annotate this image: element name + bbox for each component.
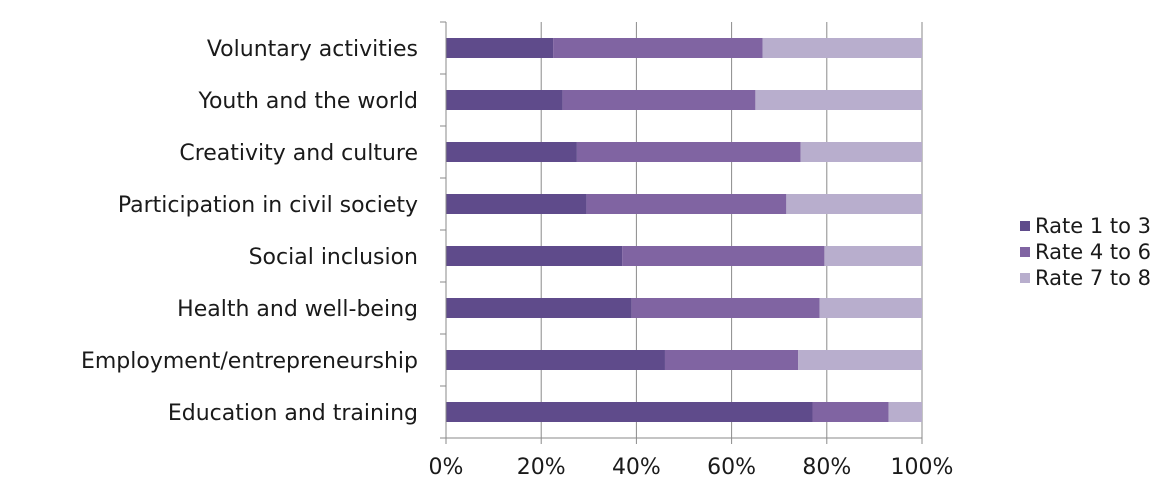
bar-segment <box>446 298 632 318</box>
x-tick-label: 100% <box>891 455 954 480</box>
x-tick-label: 20% <box>517 455 566 480</box>
legend-swatch <box>1020 221 1030 231</box>
category-label: Participation in civil society <box>118 193 418 218</box>
category-label: Education and training <box>168 401 418 426</box>
category-label: Creativity and culture <box>179 141 418 166</box>
bar-segment <box>446 194 587 214</box>
axes <box>440 21 923 444</box>
bar-segment <box>576 142 801 162</box>
x-tick-label: 60% <box>707 455 756 480</box>
bar-segment <box>762 38 922 58</box>
bar-segment <box>824 246 922 266</box>
bar-segment <box>664 350 799 370</box>
bar-segment <box>755 90 922 110</box>
bar-segment <box>812 402 889 422</box>
category-label: Youth and the world <box>197 89 418 114</box>
x-tick-label: 40% <box>612 455 661 480</box>
category-label: Health and well-being <box>177 297 418 322</box>
bar-segment <box>622 246 825 266</box>
bar-segment <box>800 142 922 162</box>
bar-segment <box>786 194 922 214</box>
bar-segment <box>446 246 623 266</box>
bar-segment <box>446 350 665 370</box>
x-tick-label: 80% <box>802 455 851 480</box>
category-label: Voluntary activities <box>207 37 418 62</box>
bar-segment <box>586 194 787 214</box>
bar-segment <box>446 142 577 162</box>
legend-swatch <box>1020 273 1030 283</box>
category-label: Employment/entrepreneurship <box>81 349 418 374</box>
bar-segment <box>446 38 554 58</box>
bar-segment <box>562 90 756 110</box>
bar-segment <box>446 402 813 422</box>
category-label: Social inclusion <box>249 245 418 270</box>
bar-segment <box>819 298 922 318</box>
gridlines <box>540 22 923 438</box>
legend-label: Rate 4 to 6 <box>1035 240 1151 264</box>
x-tick-labels: 0% 20% 40% 60% 80% 100% <box>429 455 954 480</box>
legend-label: Rate 1 to 3 <box>1035 214 1151 238</box>
bar-segment <box>888 402 922 422</box>
legend-swatch <box>1020 247 1030 257</box>
bar-segment <box>446 90 563 110</box>
bar-segment <box>798 350 922 370</box>
bars <box>446 38 922 422</box>
bar-segment <box>553 38 763 58</box>
category-labels: Voluntary activities Youth and the world C… <box>81 37 418 426</box>
legend-label: Rate 7 to 8 <box>1035 266 1151 290</box>
bar-segment <box>631 298 820 318</box>
x-tick-label: 0% <box>429 455 464 480</box>
